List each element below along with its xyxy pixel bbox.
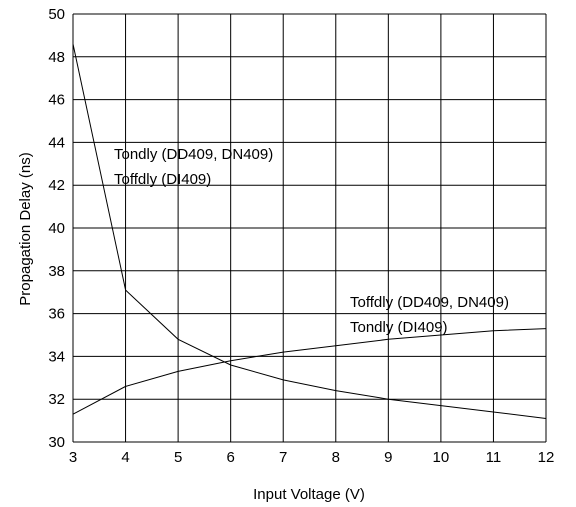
- y-tick-label-32: 32: [48, 391, 65, 408]
- x-tick-label-3: 3: [69, 449, 77, 466]
- x-tick-label-7: 7: [279, 449, 287, 466]
- x-tick-label-8: 8: [332, 449, 340, 466]
- y-tick-labels: 30 32 34 36 38 40 42 44 46 48 50: [48, 6, 65, 451]
- annotation-upper-line2: Toffdly (DI409): [114, 171, 211, 188]
- annotation-upper-line1: Tondly (DD409, DN409): [114, 146, 273, 163]
- y-axis-label: Propagation Delay (ns): [17, 152, 34, 305]
- x-tick-label-4: 4: [121, 449, 129, 466]
- y-tick-label-38: 38: [48, 263, 65, 280]
- annotation-lower-line1: Toffdly (DD409, DN409): [350, 294, 509, 311]
- x-tick-label-5: 5: [174, 449, 182, 466]
- y-tick-label-36: 36: [48, 306, 65, 323]
- series-line-1: [72, 43, 547, 419]
- series-lines: [72, 43, 547, 419]
- y-tick-label-42: 42: [48, 177, 65, 194]
- grid: [72, 13, 547, 443]
- x-tick-label-9: 9: [384, 449, 392, 466]
- x-tick-label-10: 10: [433, 449, 450, 466]
- y-tick-label-50: 50: [48, 6, 65, 23]
- series-line-2: [72, 328, 547, 415]
- y-tick-label-34: 34: [48, 348, 65, 365]
- x-tick-labels: 3 4 5 6 7 8 9 10 11 12: [69, 449, 555, 466]
- annotation-lower-line2: Tondly (DI409): [350, 319, 448, 336]
- x-tick-label-12: 12: [538, 449, 555, 466]
- y-tick-label-40: 40: [48, 220, 65, 237]
- x-axis-label: Input Voltage (V): [253, 486, 365, 503]
- y-tick-label-30: 30: [48, 434, 65, 451]
- y-tick-label-48: 48: [48, 49, 65, 66]
- y-tick-label-46: 46: [48, 92, 65, 109]
- y-tick-label-44: 44: [48, 134, 65, 151]
- x-tick-label-6: 6: [226, 449, 234, 466]
- x-tick-label-11: 11: [486, 449, 502, 466]
